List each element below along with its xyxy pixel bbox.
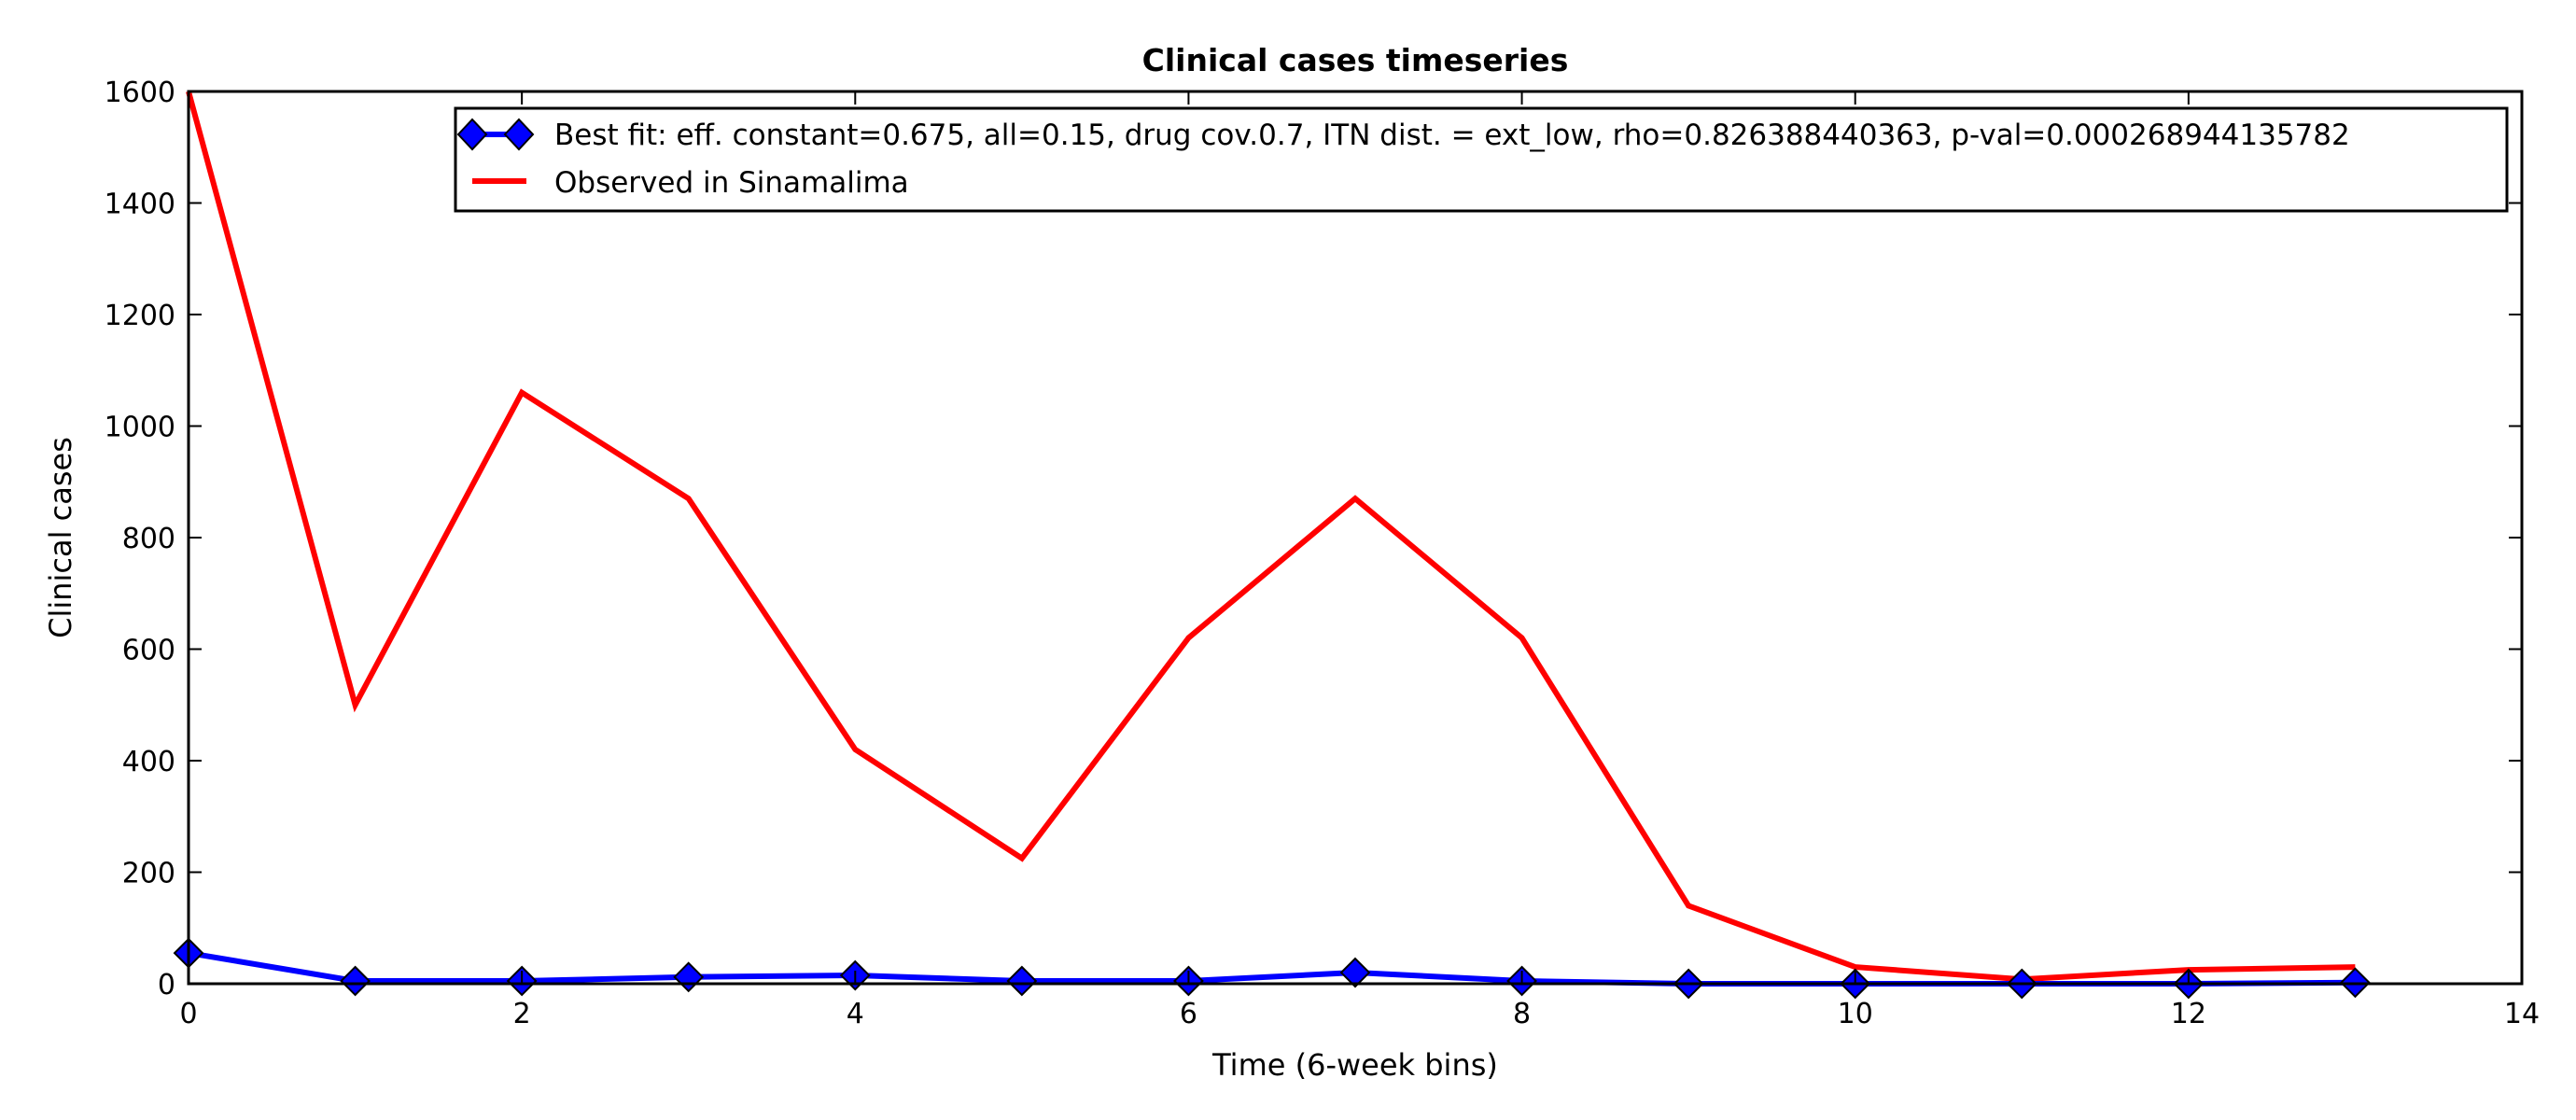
x-tick-label: 4 — [847, 998, 864, 1030]
legend: Best fit: eff. constant=0.675, all=0.15,… — [454, 106, 2509, 213]
series-observed — [186, 91, 2356, 983]
x-tick-label: 6 — [1180, 998, 1197, 1030]
data-point — [340, 965, 371, 997]
data-point — [1006, 965, 1038, 997]
y-axis-label: Clinical cases — [43, 437, 78, 638]
y-tick-label: 200 — [122, 858, 175, 890]
y-tick-label: 1000 — [105, 412, 175, 444]
x-tick-label: 12 — [2171, 998, 2206, 1030]
series-line — [186, 91, 2356, 983]
y-tick-label: 400 — [122, 746, 175, 778]
y-tick-label: 1600 — [105, 77, 175, 109]
chart-title: Clinical cases timeseries — [1142, 42, 1569, 78]
x-tick-label: 10 — [1838, 998, 1873, 1030]
ticks-layer: 0 2 4 6 8 10 12 14 0 200 400 600 800 1000 1200 1400 1600 — [105, 77, 2540, 1030]
legend-label-best-fit: Best fit: eff. constant=0.675, all=0.15,… — [554, 119, 2350, 152]
data-point — [1339, 957, 1371, 988]
y-tick-label: 0 — [158, 969, 175, 1001]
legend-marker-best-fit-1 — [456, 118, 488, 151]
x-tick-label: 14 — [2504, 998, 2540, 1030]
x-tick-label: 2 — [513, 998, 531, 1030]
plot-frame — [187, 90, 2524, 986]
y-tick-label: 1200 — [105, 300, 175, 332]
x-axis-label: Time (6-week bins) — [1211, 1047, 1498, 1083]
y-tick-label: 1400 — [105, 189, 175, 221]
legend-box — [454, 106, 2509, 213]
y-tick-label: 600 — [122, 635, 175, 667]
legend-marker-best-fit-2 — [503, 118, 535, 151]
y-tick-label: 800 — [122, 523, 175, 555]
legend-label-observed: Observed in Sinamalima — [554, 166, 909, 200]
x-tick-label: 8 — [1513, 998, 1531, 1030]
x-tick-label: 0 — [179, 998, 197, 1030]
